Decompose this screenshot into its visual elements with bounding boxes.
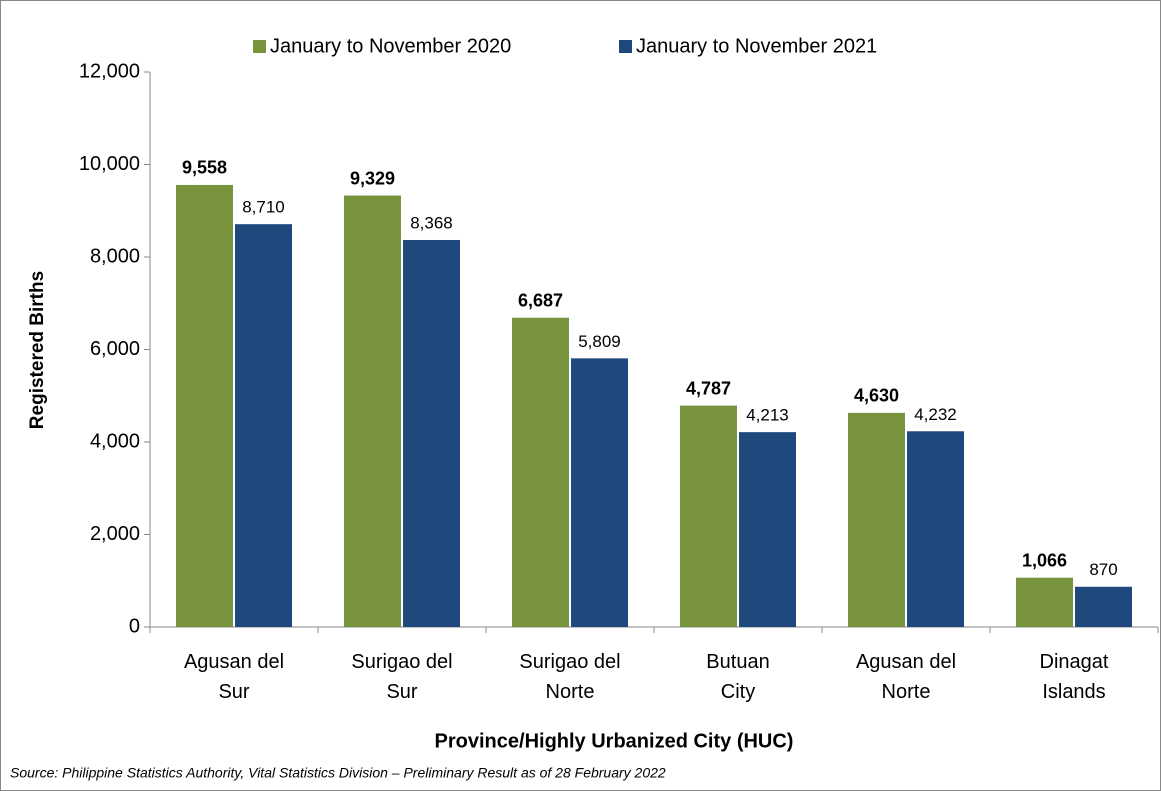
x-tick-label: Butuan City	[706, 651, 769, 703]
y-tick-label: 8,000	[90, 245, 140, 267]
value-label: 1,066	[1022, 550, 1067, 570]
value-label: 4,232	[914, 405, 957, 424]
bar	[680, 405, 737, 627]
legend-swatch	[619, 40, 632, 53]
legend-label: January to November 2021	[636, 35, 877, 57]
y-tick-label: 10,000	[79, 153, 140, 175]
bar	[512, 317, 569, 627]
x-tick-label: Surigao del Sur	[351, 651, 452, 703]
value-label: 870	[1089, 560, 1117, 579]
value-label: 9,558	[182, 158, 227, 178]
x-tick-label: Surigao del Norte	[519, 651, 620, 703]
bar	[848, 412, 905, 627]
value-label: 8,710	[242, 198, 285, 217]
x-tick-label: Dinagat Islands	[1040, 651, 1109, 703]
y-tick-label: 2,000	[90, 523, 140, 545]
bar	[907, 431, 964, 627]
x-tick-label: Agusan del Norte	[856, 651, 956, 703]
y-tick-label: 12,000	[79, 60, 140, 82]
y-tick-label: 6,000	[90, 338, 140, 360]
bar	[1016, 577, 1073, 627]
value-label: 4,630	[854, 386, 899, 406]
bar	[344, 195, 401, 627]
y-tick-label: 0	[129, 615, 140, 637]
y-axis-title: Registered Births	[27, 271, 48, 429]
bar	[176, 184, 233, 627]
bar	[571, 358, 628, 627]
value-label: 9,329	[350, 168, 395, 188]
legend-swatch	[253, 40, 266, 53]
source-note: Source: Philippine Statistics Authority,…	[10, 765, 666, 781]
bar	[1075, 586, 1132, 627]
value-label: 5,809	[578, 332, 621, 351]
value-label: 4,787	[686, 378, 731, 398]
legend-label: January to November 2020	[270, 35, 511, 57]
y-tick-label: 4,000	[90, 430, 140, 452]
bar	[235, 224, 292, 627]
bar	[739, 432, 796, 627]
value-label: 8,368	[410, 213, 453, 232]
bar	[403, 239, 460, 628]
x-tick-label: Agusan del Sur	[184, 651, 284, 703]
x-axis-title: Province/Highly Urbanized City (HUC)	[435, 730, 794, 752]
value-label: 4,213	[746, 406, 789, 425]
value-label: 6,687	[518, 290, 563, 310]
